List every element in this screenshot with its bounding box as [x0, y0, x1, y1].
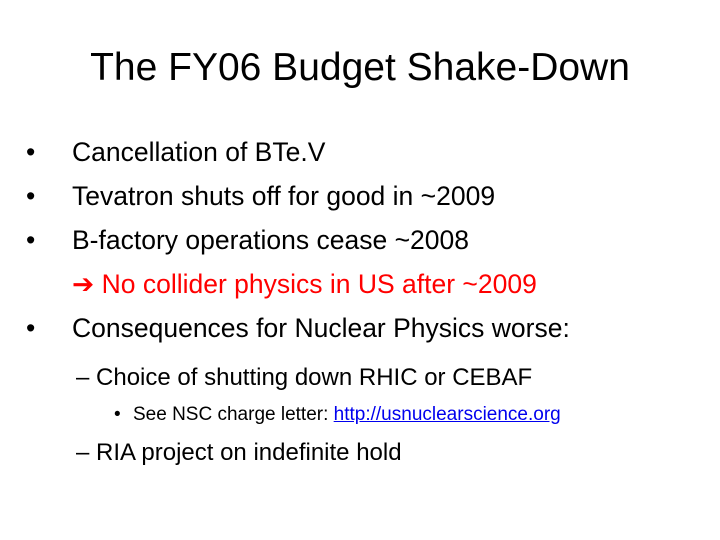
- nsc-link[interactable]: http://usnuclearscience.org: [333, 404, 561, 425]
- sub-item-choice: – Choice of shutting down RHIC or CEBAF: [76, 363, 532, 393]
- conclusion-line: ➔ No collider physics in US after ~2009: [72, 268, 537, 300]
- sub-sub-item-nsc: See NSC charge letter: http://usnuclears…: [133, 403, 561, 427]
- bullet-item-tevatron: Tevatron shuts off for good in ~2009: [72, 181, 496, 211]
- bullet-item-consequences: Consequences for Nuclear Physics worse:: [72, 313, 570, 343]
- sub-item-ria: – RIA project on indefinite hold: [76, 438, 402, 468]
- dash-icon: –: [76, 439, 90, 466]
- bullet-icon: •: [26, 181, 36, 211]
- sub-item-choice-text: Choice of shutting down RHIC or CEBAF: [96, 364, 533, 391]
- bullet-icon: •: [114, 404, 121, 425]
- sub-item-ria-text: RIA project on indefinite hold: [96, 439, 402, 466]
- conclusion-text: No collider physics in US after ~2009: [101, 269, 537, 299]
- bullet-item-btev: Cancellation of BTe.V: [72, 137, 326, 167]
- dash-icon: –: [76, 364, 90, 391]
- nsc-prefix-text: See NSC charge letter:: [133, 404, 334, 425]
- bullet-icon: •: [26, 225, 36, 255]
- slide-title: The FY06 Budget Shake-Down: [90, 46, 630, 89]
- bullet-item-bfactory: B-factory operations cease ~2008: [72, 225, 470, 255]
- bullet-icon: •: [26, 137, 36, 167]
- right-arrow-icon: ➔: [72, 269, 95, 299]
- bullet-icon: •: [26, 313, 36, 343]
